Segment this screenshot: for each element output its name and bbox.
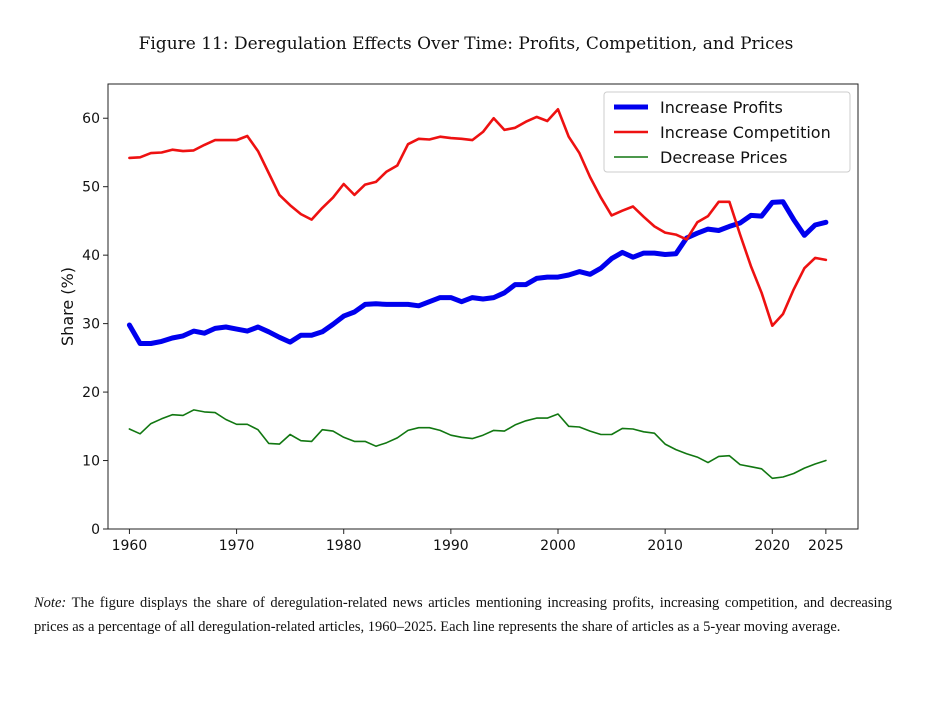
x-tick-label: 1980 bbox=[326, 538, 362, 554]
y-tick-label: 40 bbox=[82, 248, 100, 264]
y-tick-label: 20 bbox=[82, 385, 100, 401]
legend: Increase Profits Increase Competition Decr… bbox=[603, 91, 851, 173]
x-tick-label: 2010 bbox=[647, 538, 683, 554]
y-tick-label: 0 bbox=[91, 522, 100, 538]
y-axis-label: Share (%) bbox=[58, 267, 77, 346]
y-tick-label: 30 bbox=[82, 317, 100, 333]
legend-box bbox=[603, 91, 851, 173]
plot-area bbox=[126, 108, 829, 480]
axes: 1960 1970 1980 1990 2000 2010 2020 2025 0 10 20 30 4… bbox=[58, 83, 859, 554]
figure-note: Note: The figure displays the share of d… bbox=[34, 591, 892, 639]
legend-entry: Decrease Prices bbox=[660, 148, 787, 167]
note-text: The figure displays the share of deregul… bbox=[34, 595, 892, 635]
legend-entry: Increase Competition bbox=[660, 123, 831, 142]
figure-title: Figure 11: Deregulation Effects Over Tim… bbox=[138, 34, 794, 54]
y-tick-label: 60 bbox=[82, 111, 100, 127]
x-tick-label: 2025 bbox=[808, 538, 844, 554]
x-tick-label: 1990 bbox=[433, 538, 469, 554]
plot-frame bbox=[107, 83, 859, 530]
y-tick-label: 10 bbox=[82, 454, 100, 470]
x-tick-label: 1970 bbox=[219, 538, 255, 554]
x-tick-label: 2000 bbox=[540, 538, 576, 554]
line-chart: 1960 1970 1980 1990 2000 2010 2020 2025 0 10 20 30 4… bbox=[58, 83, 859, 554]
note-label: Note: bbox=[34, 595, 67, 611]
series-line-increase-profits bbox=[126, 199, 829, 346]
series-line-decrease-prices bbox=[128, 409, 827, 480]
legend-entry: Increase Profits bbox=[660, 98, 783, 117]
x-tick-label: 1960 bbox=[112, 538, 148, 554]
y-tick-label: 50 bbox=[82, 180, 100, 196]
x-tick-label: 2020 bbox=[754, 538, 790, 554]
series-line-increase-competition bbox=[128, 108, 828, 328]
